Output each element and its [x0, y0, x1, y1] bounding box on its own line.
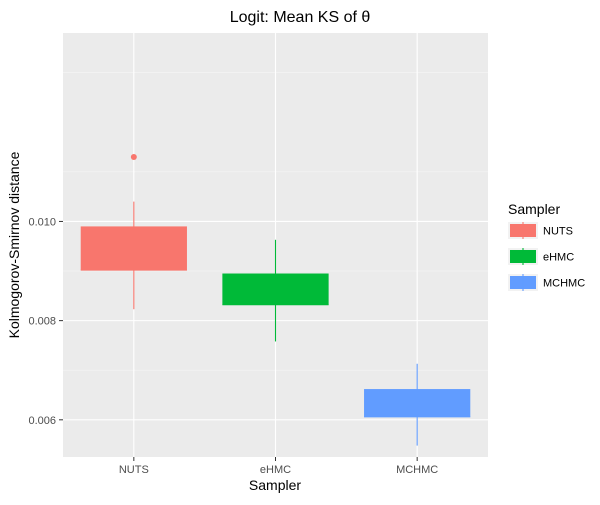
- legend-item-ehmc: eHMC: [508, 248, 574, 265]
- x-axis-title: Sampler: [249, 477, 301, 493]
- box-body: [222, 273, 329, 305]
- box-layer: [80, 153, 471, 446]
- box-nuts: [80, 153, 187, 310]
- box-outlier-point: [130, 153, 137, 160]
- box-mchmc: [364, 363, 471, 446]
- chart-title: Logit: Mean KS of θ: [230, 9, 371, 26]
- legend-item-mchmc: MCHMC: [508, 274, 585, 291]
- legend: Sampler NUTS eHMC MCHMC: [508, 201, 585, 291]
- box-ehmc: [222, 239, 329, 342]
- y-axis-ticks: 0.006 0.008 0.010: [28, 216, 63, 427]
- legend-items: NUTS eHMC MCHMC: [508, 222, 585, 291]
- x-tick-label: NUTS: [119, 464, 149, 476]
- x-tick-label: eHMC: [260, 464, 291, 476]
- legend-item-label: MCHMC: [543, 278, 585, 290]
- legend-item-nuts: NUTS: [508, 222, 573, 239]
- y-tick-label: 0.010: [28, 216, 56, 228]
- legend-item-label: eHMC: [543, 252, 574, 264]
- y-tick-label: 0.006: [28, 415, 56, 427]
- x-axis-ticks: NUTS eHMC MCHMC: [119, 457, 438, 476]
- legend-title: Sampler: [508, 201, 560, 217]
- y-axis-title: Kolmogorov-Smirnov distance: [6, 151, 22, 338]
- box-body: [364, 389, 471, 417]
- box-body: [80, 226, 187, 271]
- legend-item-label: NUTS: [543, 226, 573, 238]
- y-tick-label: 0.008: [28, 316, 56, 328]
- x-tick-label: MCHMC: [396, 464, 438, 476]
